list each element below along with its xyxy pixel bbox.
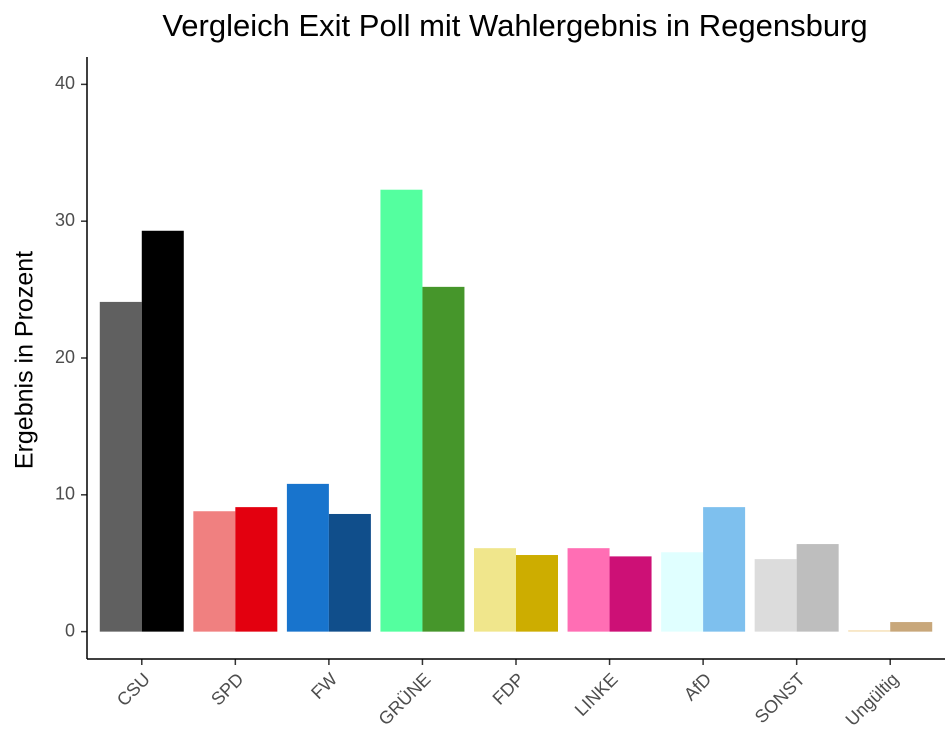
bar	[516, 555, 558, 632]
x-tick-label: GRÜNE	[375, 669, 435, 729]
y-tick-label: 20	[55, 347, 75, 367]
x-tick-label: CSU	[113, 669, 154, 710]
bar	[890, 622, 933, 632]
bar	[703, 507, 746, 632]
x-tick-label: FW	[307, 669, 341, 703]
bar	[754, 559, 797, 632]
y-axis-label: Ergebnis in Prozent	[11, 251, 39, 469]
x-tick-label: FDP	[489, 669, 529, 709]
bar	[609, 556, 652, 632]
bar	[328, 513, 371, 632]
y-tick-label: 40	[55, 73, 75, 93]
bar	[661, 552, 704, 632]
bar	[422, 286, 465, 632]
x-tick-label: AfD	[680, 669, 715, 704]
y-tick-label: 10	[55, 484, 75, 504]
x-tick-label: SONST	[751, 669, 809, 727]
bar	[99, 301, 142, 632]
bar	[567, 548, 610, 632]
bar	[848, 630, 891, 632]
y-tick-label: 0	[65, 620, 75, 640]
bar	[141, 230, 184, 632]
chart-title: Vergleich Exit Poll mit Wahlergebnis in …	[162, 8, 867, 43]
bar	[796, 544, 839, 632]
x-tick-label: SPD	[207, 669, 247, 709]
bar	[286, 483, 329, 632]
x-tick-label: Ungültig	[842, 669, 903, 730]
bar	[193, 511, 236, 632]
x-tick-label: LINKE	[571, 669, 622, 720]
y-tick-label: 30	[55, 210, 75, 230]
bar	[474, 548, 516, 632]
bar	[235, 507, 278, 632]
bar	[380, 189, 423, 632]
